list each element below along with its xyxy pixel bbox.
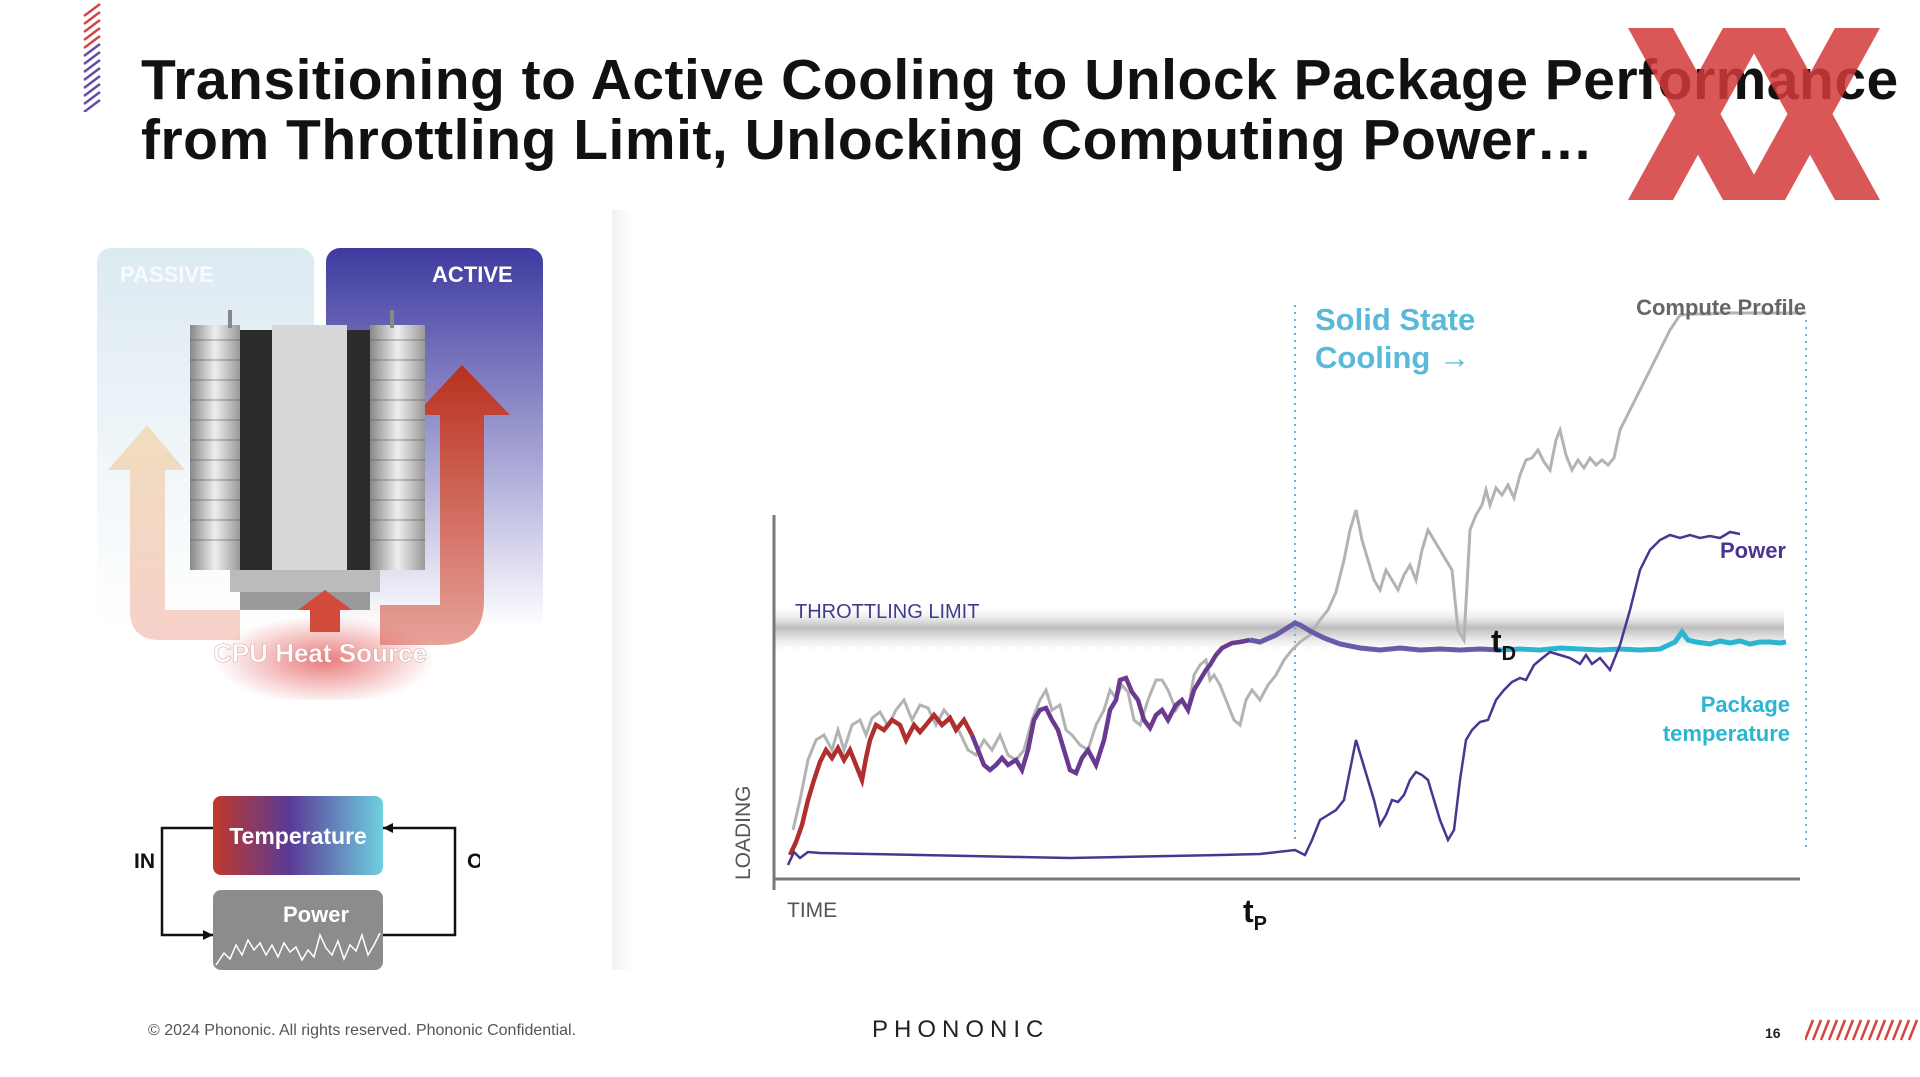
stripes-decoration-bottom xyxy=(1805,1019,1919,1041)
power-waveform xyxy=(215,932,381,966)
heat-arrow-icon xyxy=(380,365,510,645)
feedback-loop-figure: Temperature Power IN OUT xyxy=(134,796,480,970)
active-label: ACTIVE xyxy=(432,262,513,287)
series-package-temperature-3 xyxy=(1249,620,1501,653)
series-package-temperature-2 xyxy=(969,637,1251,777)
heat-arrow-icon xyxy=(108,425,240,640)
out-label: OUT xyxy=(467,850,480,873)
package-temperature-label-2: temperature xyxy=(1663,721,1790,746)
footer-logo: PHONONIC xyxy=(872,1016,1050,1043)
arrow-head-icon xyxy=(203,930,213,940)
panel-divider xyxy=(612,210,632,970)
passive-label: PASSIVE xyxy=(120,262,214,287)
watermark-xx-logo xyxy=(1628,28,1880,200)
series-package-temperature-4 xyxy=(1499,627,1787,653)
power-series-label: Power xyxy=(1720,538,1786,563)
footer-copyright: © 2024 Phononic. All rights reserved. Ph… xyxy=(148,1022,577,1039)
series-package-temperature xyxy=(787,711,974,856)
loading-vs-time-chart: THROTTLING LIMIT TIME LOADING Solid Stat… xyxy=(732,295,1807,935)
solid-state-cooling-label-1: Solid State xyxy=(1315,302,1475,337)
power-label: Power xyxy=(283,902,349,927)
loop-connector-right xyxy=(383,826,457,937)
arrow-head-icon xyxy=(383,823,393,833)
loop-connector-left xyxy=(160,826,213,937)
temperature-label: Temperature xyxy=(229,823,367,849)
solid-state-cooling-label-2: Cooling → xyxy=(1315,340,1470,375)
stripes-decoration-top xyxy=(83,3,101,112)
heatsink-image xyxy=(190,310,425,610)
heat-glow xyxy=(215,615,435,700)
in-label: IN xyxy=(134,850,155,873)
series-power xyxy=(786,530,1741,866)
td-marker-label: tD xyxy=(1491,623,1516,665)
tp-marker-label: tP xyxy=(1243,893,1267,935)
package-temperature-label-1: Package xyxy=(1701,692,1790,717)
throttling-band xyxy=(774,605,1784,655)
cpu-heat-source-label: CPU Heat Source xyxy=(213,638,427,668)
compute-profile-label: Compute Profile xyxy=(1636,295,1806,320)
temperature-box xyxy=(213,796,383,875)
slide-title: Transitioning to Active Cooling to Unloc… xyxy=(141,48,1899,172)
throttling-limit-label: THROTTLING LIMIT xyxy=(795,601,979,623)
heat-arrow-icon xyxy=(298,590,352,632)
page-number: 16 xyxy=(1765,1025,1781,1041)
y-axis-label: LOADING xyxy=(732,785,755,880)
title-line-1: Transitioning to Active Cooling to Unloc… xyxy=(141,48,1899,112)
x-axis-label: TIME xyxy=(787,899,837,922)
title-line-2: from Throttling Limit, Unlocking Computi… xyxy=(141,108,1594,172)
cooling-figure: PASSIVE ACTIVE CPU Heat Sou xyxy=(97,248,543,700)
series-compute-profile xyxy=(791,311,1806,831)
